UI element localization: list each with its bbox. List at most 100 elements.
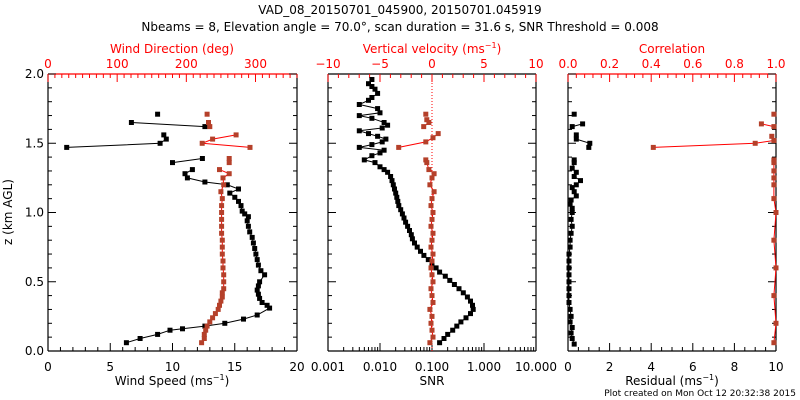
vertical-velocity-point — [429, 237, 435, 243]
wind-speed-point — [167, 327, 173, 333]
snr-point — [390, 182, 396, 188]
wind-direction-line — [201, 169, 231, 343]
snr-point — [454, 323, 460, 329]
residual-point — [566, 300, 572, 305]
snr-point — [399, 211, 405, 217]
snr-point — [442, 273, 448, 279]
correlation-point — [771, 175, 777, 181]
residual-point — [571, 157, 577, 163]
wind-speed-point — [252, 246, 258, 251]
snr-point — [375, 90, 381, 96]
wind-direction-point — [219, 210, 225, 215]
wind-speed-point — [245, 214, 251, 220]
residual-point — [566, 279, 572, 285]
residual-point — [566, 265, 572, 271]
wind-speed-line — [66, 134, 167, 148]
snr-point — [372, 160, 378, 166]
residual-point — [569, 205, 575, 211]
wind-direction-point — [219, 203, 225, 209]
wind-direction-point — [219, 223, 225, 229]
residual-point — [587, 140, 593, 146]
snr-point — [445, 331, 451, 337]
correlation-point — [771, 340, 777, 346]
wind-direction-point — [210, 136, 216, 142]
top-tick-label: 100 — [106, 57, 129, 71]
top-tick-label: 1.0 — [766, 57, 785, 71]
residual-point — [566, 272, 572, 278]
wind-speed-point — [236, 198, 241, 204]
wind-speed-point — [254, 257, 260, 263]
residual-point — [571, 111, 577, 117]
wind-speed-point — [170, 160, 175, 166]
x-tick-label: 10 — [165, 360, 180, 374]
vertical-velocity-point — [426, 120, 432, 125]
wind-direction-point — [210, 315, 216, 321]
x-tick-label: 10.000 — [515, 360, 557, 374]
wind-speed-point — [255, 262, 261, 268]
x-tick-label: 1.000 — [467, 360, 501, 374]
top-tick-label: 0.4 — [642, 57, 661, 71]
vertical-velocity-axis-title: Vertical velocity (ms−1) — [363, 41, 502, 56]
snr-point — [377, 110, 383, 116]
wind-speed-point — [157, 140, 163, 146]
snr-point — [470, 306, 476, 312]
wind-speed-point — [262, 272, 268, 278]
residual-point — [580, 121, 586, 127]
y-axis-title: z (km AGL) — [1, 179, 15, 245]
correlation-point — [771, 182, 777, 188]
correlation-point — [771, 293, 777, 299]
wind-direction-point — [217, 302, 222, 308]
snr-point — [451, 282, 457, 287]
vertical-velocity-point — [423, 139, 429, 145]
snr-point — [389, 178, 395, 184]
vertical-velocity-line — [398, 133, 439, 148]
snr-point — [460, 290, 466, 296]
residual-point — [567, 319, 573, 325]
correlation-point — [771, 237, 777, 243]
residual-point — [569, 325, 575, 330]
x-tick-label: 0.100 — [415, 360, 449, 374]
snr-point — [408, 232, 414, 238]
residual-point — [566, 286, 572, 292]
wind-direction-point — [247, 144, 253, 150]
x-tick-label: 0.010 — [363, 360, 397, 374]
wind-speed-point — [245, 223, 251, 229]
residual-point — [566, 258, 572, 264]
wind-speed-point — [254, 312, 260, 318]
vertical-velocity-point — [424, 117, 430, 123]
snr-point — [383, 136, 389, 142]
snr-point — [414, 244, 420, 250]
residual-point — [568, 216, 574, 222]
snr-point — [356, 144, 362, 150]
snr-point — [398, 207, 404, 213]
wind-speed-point — [264, 302, 270, 308]
snr-point — [379, 139, 385, 145]
correlation-point — [773, 210, 779, 215]
residual-point — [571, 189, 577, 195]
residual-point — [568, 330, 574, 336]
wind-speed-point — [242, 211, 248, 217]
wind-speed-point — [222, 320, 228, 326]
top-tick-label: 200 — [175, 57, 198, 71]
wind-direction-axis-title: Wind Direction (deg) — [110, 42, 234, 56]
x-tick-label: 6 — [689, 360, 697, 374]
snr-point — [388, 174, 394, 179]
wind-direction-point — [219, 290, 225, 296]
wind-direction-point — [221, 272, 227, 278]
vertical-velocity-point — [430, 334, 436, 340]
wind-speed-point — [238, 203, 244, 209]
residual-point — [586, 144, 592, 150]
snr-point — [396, 203, 402, 209]
snr-point — [437, 340, 443, 346]
snr-point — [356, 113, 362, 119]
snr-point — [425, 257, 431, 263]
top-tick-label: 300 — [244, 57, 267, 71]
correlation-point — [650, 144, 656, 150]
wind-speed-point — [199, 156, 205, 161]
correlation-point — [771, 111, 777, 117]
wind-speed-point — [64, 144, 70, 150]
residual-point — [568, 230, 574, 236]
snr-point — [375, 106, 381, 112]
wind-direction-point — [207, 319, 213, 325]
top-tick-label: 0.2 — [600, 57, 619, 71]
